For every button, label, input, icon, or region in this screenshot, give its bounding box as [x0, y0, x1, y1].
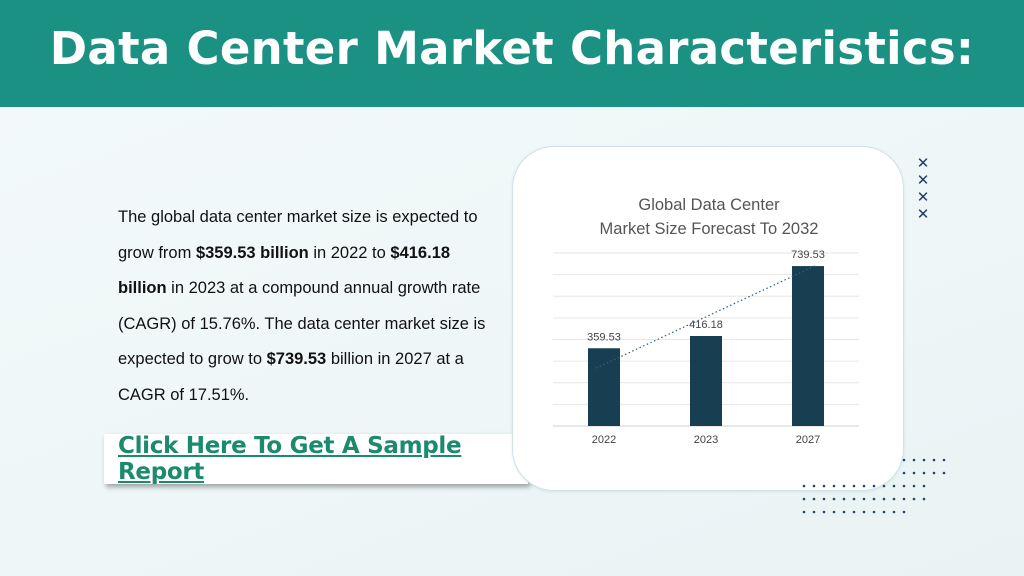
dot [842, 497, 846, 501]
dot [882, 497, 886, 501]
dot [812, 497, 816, 501]
x-mark-icon: ✕ [916, 206, 930, 223]
x-mark-icon: ✕ [916, 172, 930, 189]
dot [802, 510, 806, 514]
page-title: Data Center Market Characteristics: [49, 22, 975, 75]
chart-title-line: Market Size Forecast To 2032 [600, 220, 819, 238]
dot [902, 484, 906, 488]
text-segment: The global data center market size is ex… [118, 208, 478, 262]
dot [892, 484, 896, 488]
dot [852, 497, 856, 501]
value-2022: $359.53 billion [195, 243, 309, 262]
text-segment: in 2022 to [308, 243, 391, 262]
value-2023: $416.18 billion [118, 243, 451, 298]
x-mark-icon: ✕ [916, 155, 930, 172]
bar-2022 [588, 348, 620, 426]
dot [922, 458, 926, 462]
dot [872, 510, 876, 514]
x-tick-label: 2023 [694, 434, 718, 446]
dot [912, 458, 916, 462]
dot [852, 484, 856, 488]
dot [902, 471, 906, 475]
data-label: 416.18 [689, 319, 723, 331]
dot [912, 497, 916, 501]
dot [802, 497, 806, 501]
dot [832, 497, 836, 501]
dot [822, 497, 826, 501]
x-tick-label: 2027 [796, 434, 820, 446]
bar-chart: Global Data Center Market Size Forecast T… [553, 196, 859, 446]
dot [832, 510, 836, 514]
chart-title-line: Global Data Center [638, 196, 780, 214]
dot [942, 458, 946, 462]
dot [812, 484, 816, 488]
dot [902, 497, 906, 501]
dot [922, 484, 926, 488]
title-banner: Data Center Market Characteristics: [0, 0, 1024, 107]
sample-report-box: Click Here To Get A Sample Report [104, 433, 528, 485]
dot [942, 471, 946, 475]
dot [872, 497, 876, 501]
decorative-dot-grid [802, 458, 946, 514]
sample-report-link[interactable]: Click Here To Get A Sample Report [118, 433, 462, 485]
dot [892, 497, 896, 501]
dot [862, 497, 866, 501]
value-2027: $739.53 [266, 350, 327, 368]
dot [832, 484, 836, 488]
dot [932, 471, 936, 475]
dot [932, 458, 936, 462]
dot [902, 510, 906, 514]
dot [862, 510, 866, 514]
dot [892, 510, 896, 514]
dot [812, 510, 816, 514]
text-segment: billion in 2027 at a CAGR of 17.51%. [118, 350, 464, 404]
dot [822, 484, 826, 488]
x-tick-label: 2022 [592, 434, 616, 446]
chart-card: Global Data Center Market Size Forecast T… [512, 146, 904, 491]
trendline [595, 264, 817, 369]
dot [912, 471, 916, 475]
dot [912, 484, 916, 488]
dot [802, 484, 806, 488]
text-segment: in 2023 at a compound annual growth rate… [118, 279, 486, 368]
dot [822, 510, 826, 514]
data-label: 359.53 [587, 331, 621, 343]
data-label: 739.53 [791, 249, 825, 261]
dot [862, 484, 866, 488]
dot [882, 510, 886, 514]
bar-2023 [690, 336, 722, 426]
dot [842, 510, 846, 514]
dot [922, 497, 926, 501]
dot [922, 471, 926, 475]
market-description: The global data center market size is ex… [118, 200, 498, 413]
dot [852, 510, 856, 514]
dot [882, 484, 886, 488]
x-mark-icon: ✕ [916, 189, 930, 206]
dot [842, 484, 846, 488]
bar-2027 [792, 266, 824, 426]
dot [902, 458, 906, 462]
dot [872, 484, 876, 488]
decorative-x-marks: ✕ ✕ ✕ ✕ [914, 155, 932, 223]
